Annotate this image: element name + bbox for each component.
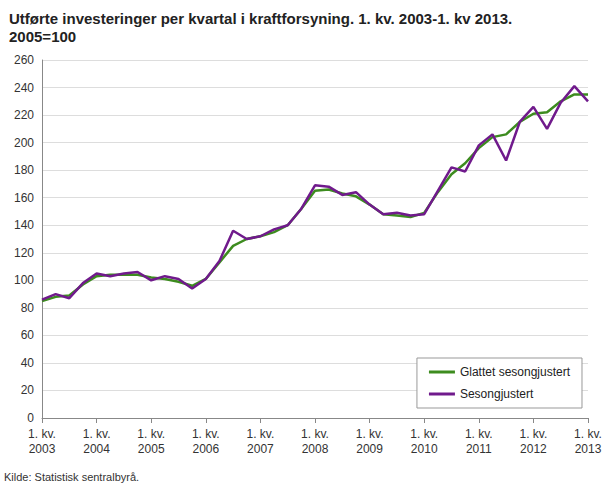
svg-text:2011: 2011 bbox=[466, 442, 492, 456]
svg-text:1. kv.: 1. kv. bbox=[192, 427, 220, 441]
svg-text:2006: 2006 bbox=[192, 442, 219, 456]
svg-text:Glattet sesongjustert: Glattet sesongjustert bbox=[460, 365, 571, 379]
svg-text:180: 180 bbox=[14, 163, 34, 177]
svg-text:2008: 2008 bbox=[302, 442, 329, 456]
svg-text:1. kv.: 1. kv. bbox=[465, 427, 493, 441]
svg-text:Sesongjustert: Sesongjustert bbox=[460, 387, 534, 401]
svg-text:200: 200 bbox=[14, 136, 34, 150]
svg-text:240: 240 bbox=[14, 81, 34, 95]
svg-text:1. kv.: 1. kv. bbox=[356, 427, 384, 441]
svg-text:2013: 2013 bbox=[575, 442, 602, 456]
svg-text:160: 160 bbox=[14, 191, 34, 205]
svg-text:2005=100: 2005=100 bbox=[9, 28, 76, 45]
svg-text:1. kv.: 1. kv. bbox=[574, 427, 602, 441]
svg-text:1. kv.: 1. kv. bbox=[410, 427, 438, 441]
svg-text:1. kv.: 1. kv. bbox=[137, 427, 165, 441]
svg-text:0: 0 bbox=[27, 411, 34, 425]
svg-text:Utførte investeringer per kvar: Utførte investeringer per kvartal i kraf… bbox=[9, 10, 512, 27]
svg-text:2004: 2004 bbox=[83, 442, 110, 456]
svg-text:1. kv.: 1. kv. bbox=[247, 427, 275, 441]
svg-text:20: 20 bbox=[21, 383, 35, 397]
svg-text:40: 40 bbox=[21, 356, 35, 370]
svg-text:80: 80 bbox=[21, 301, 35, 315]
svg-text:60: 60 bbox=[21, 328, 35, 342]
svg-text:2009: 2009 bbox=[356, 442, 383, 456]
svg-text:220: 220 bbox=[14, 108, 34, 122]
svg-text:1. kv.: 1. kv. bbox=[301, 427, 329, 441]
svg-text:1. kv.: 1. kv. bbox=[520, 427, 548, 441]
svg-text:1. kv.: 1. kv. bbox=[28, 427, 56, 441]
svg-text:2012: 2012 bbox=[520, 442, 547, 456]
svg-text:260: 260 bbox=[14, 53, 34, 67]
svg-text:Kilde: Statistisk sentralbyrå.: Kilde: Statistisk sentralbyrå. bbox=[4, 471, 139, 483]
svg-text:100: 100 bbox=[14, 273, 34, 287]
svg-text:2007: 2007 bbox=[247, 442, 274, 456]
svg-text:1. kv.: 1. kv. bbox=[83, 427, 111, 441]
svg-text:2005: 2005 bbox=[138, 442, 165, 456]
svg-text:120: 120 bbox=[14, 246, 34, 260]
svg-text:2010: 2010 bbox=[411, 442, 438, 456]
svg-text:2003: 2003 bbox=[29, 442, 56, 456]
svg-text:140: 140 bbox=[14, 218, 34, 232]
